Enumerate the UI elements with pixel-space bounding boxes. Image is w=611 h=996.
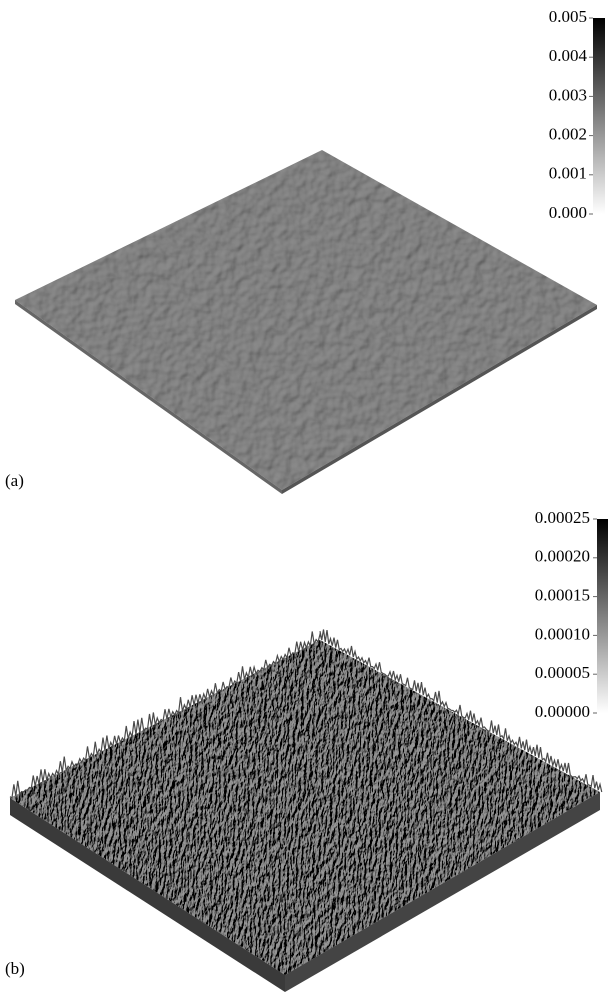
colorbar-tick-label: 0.000: [549, 203, 587, 222]
colorbar: [593, 18, 605, 214]
page: {"panels": [ {"label": "(a)", "colorbar"…: [0, 0, 611, 996]
colorbar-tick-label: 0.00000: [535, 702, 590, 721]
panel-label: (a): [5, 471, 24, 490]
surface-a: [15, 150, 597, 490]
colorbar-tick-label: 0.001: [549, 164, 587, 183]
colorbar-tick-label: 0.00025: [535, 508, 590, 527]
colorbar: [597, 519, 608, 713]
panel-label: (b): [5, 959, 25, 978]
surface-b: [10, 640, 600, 975]
colorbar-tick-label: 0.004: [549, 46, 588, 65]
colorbar-tick-label: 0.005: [549, 7, 587, 26]
figure: (a) (b) 0.005 0.004 0.003 0.002 0.001 0.000 0.…: [0, 0, 611, 996]
colorbar-tick-label: 0.00010: [535, 624, 590, 643]
colorbar-tick-label: 0.00005: [535, 663, 590, 682]
colorbar-tick-label: 0.002: [549, 125, 587, 144]
colorbar-tick-label: 0.00020: [535, 547, 590, 566]
colorbar-tick-label: 0.00015: [535, 586, 590, 605]
colorbar-tick-label: 0.003: [549, 85, 587, 104]
